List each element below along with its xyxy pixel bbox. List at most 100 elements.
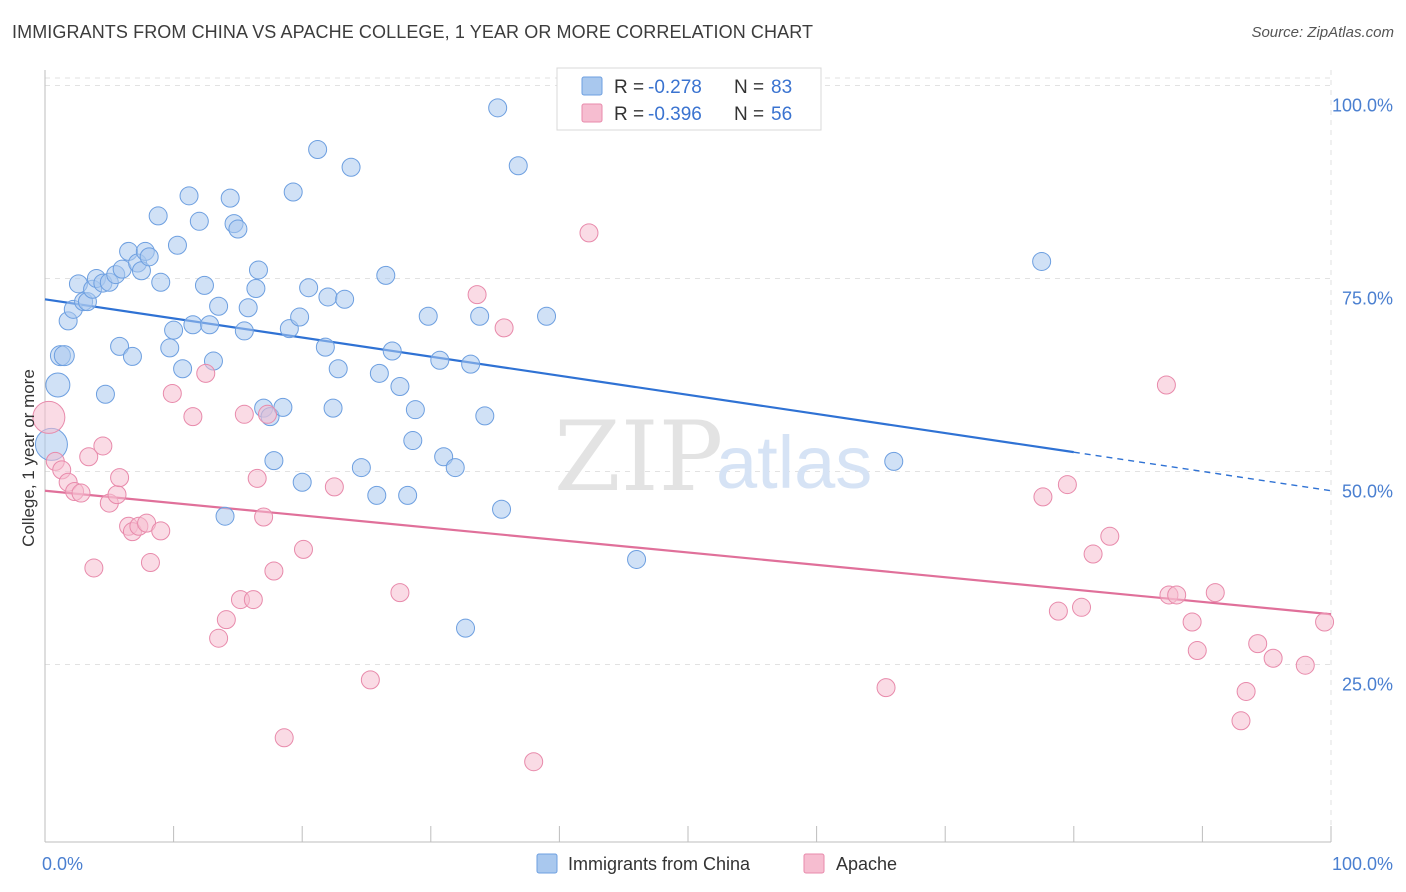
china-point	[148, 206, 168, 226]
china-point	[367, 485, 387, 505]
apache-point	[1263, 648, 1283, 668]
apache-point	[524, 752, 544, 772]
apache-point	[162, 383, 182, 403]
china-point	[299, 278, 319, 298]
apache-point	[93, 436, 113, 456]
apache-point	[243, 590, 263, 610]
legend-r-value: -0.278	[648, 77, 702, 98]
y-tick-label: 25.0%	[1342, 674, 1393, 694]
china-point	[318, 287, 338, 307]
apache-point	[1182, 612, 1202, 632]
china-point	[209, 296, 229, 316]
legend-n-label: N =	[734, 77, 764, 98]
china-series-label: Immigrants from China	[568, 854, 751, 874]
china-point	[390, 377, 410, 397]
apache-point	[1083, 544, 1103, 564]
china-point	[139, 247, 159, 267]
china-point	[234, 321, 254, 341]
series-legend: Immigrants from China Apache	[536, 853, 897, 874]
apache-point	[79, 447, 99, 467]
apache-point	[1315, 612, 1335, 632]
china-point	[173, 359, 193, 379]
china-point	[335, 289, 355, 309]
apache-point	[216, 610, 236, 630]
legend-n-value: 83	[771, 77, 792, 98]
apache-point	[1048, 601, 1068, 621]
apache-point	[264, 561, 284, 581]
apache-point	[293, 539, 313, 559]
apache-point	[876, 678, 896, 698]
y-tick-labels: 25.0% 50.0% 75.0% 100.0%	[1332, 95, 1393, 694]
apache-point	[196, 363, 216, 383]
china-series-swatch	[536, 853, 558, 874]
watermark-zip: ZIP	[554, 401, 723, 513]
china-point	[884, 451, 904, 471]
china-point	[315, 337, 335, 357]
china-point	[45, 372, 71, 398]
china-point	[228, 219, 248, 239]
x-tick-label-min: 0.0%	[42, 854, 83, 874]
china-point	[492, 499, 512, 519]
china-point	[292, 472, 312, 492]
apache-point	[1205, 583, 1225, 603]
china-point	[456, 618, 476, 638]
china-point	[405, 400, 425, 420]
apache-point	[1033, 487, 1053, 507]
correlation-legend: R = -0.278 N = 83 R = -0.396 N = 56	[556, 67, 822, 131]
apache-point	[390, 583, 410, 603]
china-point	[382, 341, 402, 361]
legend-r-value: -0.396	[648, 104, 702, 125]
y-tick-label: 50.0%	[1342, 481, 1393, 501]
china-point	[627, 549, 647, 569]
apache-point	[107, 485, 127, 505]
china-point	[179, 186, 199, 206]
x-tick-labels: 0.0% 100.0%	[42, 854, 1393, 874]
apache-point	[1231, 711, 1251, 731]
china-point	[418, 306, 438, 326]
legend-n-label: N =	[734, 104, 764, 125]
x-tick-label-max: 100.0%	[1332, 854, 1393, 874]
china-point	[1032, 251, 1052, 271]
apache-point	[247, 468, 267, 488]
china-point	[248, 260, 268, 280]
china-point	[488, 98, 508, 118]
china-point	[351, 458, 371, 478]
china-point	[189, 211, 209, 231]
china-point	[369, 363, 389, 383]
china-point	[283, 182, 303, 202]
china-point	[167, 235, 187, 255]
apache-point	[1248, 634, 1268, 654]
legend-r-label: R =	[614, 104, 644, 125]
apache-point	[579, 223, 599, 243]
china-point	[341, 157, 361, 177]
apache-point	[494, 318, 514, 338]
apache-point	[151, 521, 171, 541]
apache-legend-swatch	[581, 103, 603, 123]
apache-point	[324, 477, 344, 497]
china-point	[95, 384, 115, 404]
apache-point	[360, 670, 380, 690]
china-point	[183, 315, 203, 335]
china-point	[110, 336, 130, 356]
china-point	[215, 506, 235, 526]
source-credit: Source: ZipAtlas.com	[1251, 24, 1394, 41]
china-point	[323, 398, 343, 418]
apache-point	[110, 468, 130, 488]
apache-point	[183, 407, 203, 427]
china-legend-swatch	[581, 76, 603, 96]
china-point	[290, 307, 310, 327]
china-point	[164, 320, 184, 340]
apache-point	[1167, 585, 1187, 605]
china-point	[308, 140, 328, 160]
apache-series-label: Apache	[836, 854, 897, 874]
china-point	[220, 188, 240, 208]
apache-point	[1156, 375, 1176, 395]
apache-point	[1295, 655, 1315, 675]
y-axis-title: College, 1 year or more	[19, 369, 38, 547]
apache-point	[1057, 475, 1077, 495]
china-point	[238, 298, 258, 318]
china-point	[246, 278, 266, 298]
china-point	[508, 156, 528, 176]
apache-point	[84, 558, 104, 578]
